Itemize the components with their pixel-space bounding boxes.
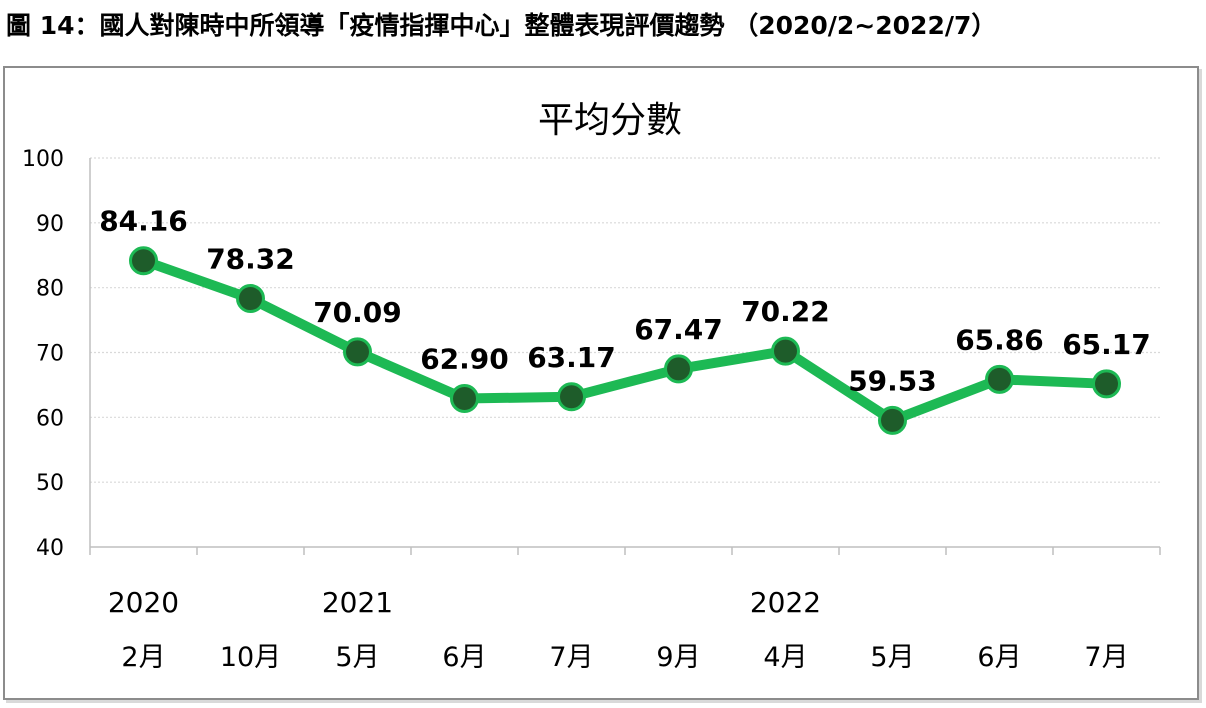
- data-label: 62.90: [420, 343, 509, 376]
- x-tick-label: 9月: [656, 642, 700, 673]
- x-tick-label: 4月: [763, 642, 807, 673]
- x-tick-labels: 2月 10月 5月 6月 7月 9月 4月 5月 6月 7月: [121, 642, 1128, 673]
- marker-layer: [129, 246, 1121, 435]
- data-point: [557, 382, 586, 412]
- data-point: [878, 405, 907, 435]
- data-label: 78.32: [206, 243, 295, 276]
- data-point: [450, 384, 479, 414]
- data-label: 65.86: [955, 323, 1044, 356]
- x-tick-label: 7月: [1084, 642, 1128, 673]
- x-tick-label: 5月: [335, 642, 379, 673]
- data-label: 63.17: [527, 341, 616, 374]
- x-tick-label: 5月: [870, 642, 914, 673]
- year-label: 2022: [750, 586, 821, 619]
- data-label: 84.16: [99, 205, 188, 238]
- data-label: 67.47: [634, 313, 723, 346]
- x-tick-label: 2月: [121, 642, 165, 673]
- data-point: [343, 337, 372, 367]
- x-tick-label: 10月: [220, 642, 281, 673]
- data-point: [236, 284, 265, 314]
- data-point: [664, 354, 693, 384]
- y-tick-labels: 40 50 60 70 80 90 100: [22, 147, 64, 561]
- y-tick-label: 60: [36, 406, 64, 431]
- x-tick-label: 6月: [442, 642, 486, 673]
- y-tick-label: 50: [36, 471, 64, 496]
- chart-title: 平均分數: [538, 100, 682, 141]
- data-label-layer: 84.16 78.32 70.09 62.90 63.17 67.47 70.22 59.53…: [99, 205, 1151, 398]
- x-tick-label: 6月: [977, 642, 1021, 673]
- series-line: [138, 255, 1112, 426]
- year-label: 2021: [322, 586, 393, 619]
- data-label: 70.22: [741, 295, 830, 328]
- data-point: [129, 246, 158, 276]
- y-tick-label: 40: [36, 536, 64, 561]
- data-point: [985, 364, 1014, 394]
- grid-layer: [90, 157, 1160, 483]
- series-layer: [138, 255, 1112, 426]
- data-point: [771, 336, 800, 366]
- data-point: [1092, 369, 1121, 399]
- data-label: 59.53: [848, 364, 937, 397]
- year-label: 2020: [108, 586, 179, 619]
- year-labels: 2020 2021 2022: [108, 586, 821, 619]
- figure-caption: 圖 14：國人對陳時中所領導「疫情指揮中心」整體表現評價趨勢 （2020/2~2…: [6, 11, 997, 40]
- y-tick-label: 70: [36, 342, 64, 367]
- y-tick-label: 90: [36, 212, 64, 237]
- data-label: 65.17: [1062, 328, 1151, 361]
- y-tick-label: 80: [36, 277, 64, 302]
- axis-layer: [89, 158, 1161, 555]
- x-tick-label: 7月: [549, 642, 593, 673]
- y-tick-label: 100: [22, 147, 64, 172]
- data-label: 70.09: [313, 296, 402, 329]
